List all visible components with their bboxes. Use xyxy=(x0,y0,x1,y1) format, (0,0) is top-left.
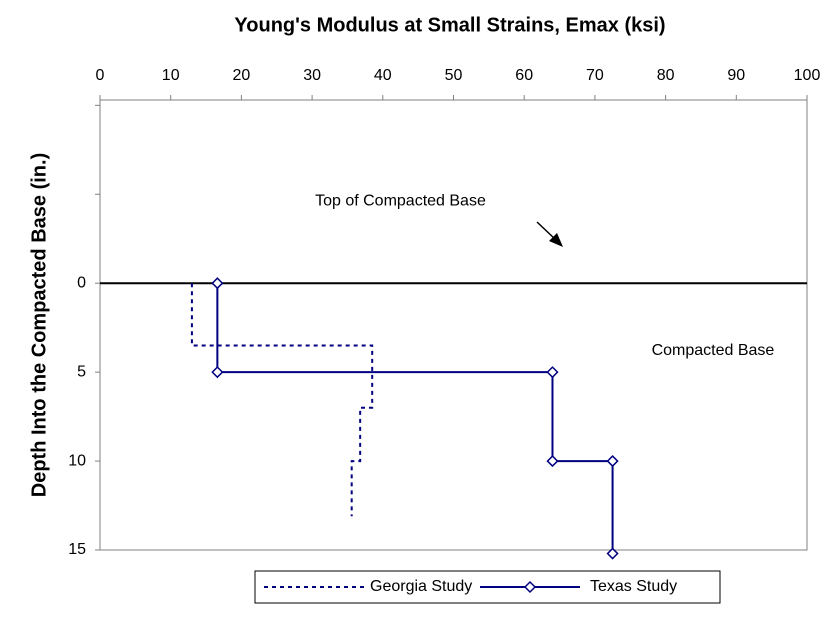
y-tick-label: 10 xyxy=(68,452,86,469)
marker xyxy=(211,366,224,379)
x-tick-label: 90 xyxy=(727,67,745,84)
y-axis-label: Depth Into the Compacted Base (in.) xyxy=(28,153,50,497)
marker xyxy=(606,455,619,468)
legend-label: Georgia Study xyxy=(370,578,472,595)
x-tick-label: 0 xyxy=(96,67,105,84)
x-tick-label: 80 xyxy=(657,67,675,84)
series-line xyxy=(216,283,614,554)
annotation-arrowhead xyxy=(549,233,563,247)
y-tick-label: 15 xyxy=(68,541,86,558)
series-line xyxy=(190,283,374,517)
chart-title: Young's Modulus at Small Strains, Emax (… xyxy=(234,14,665,36)
legend-marker xyxy=(523,580,537,594)
marker xyxy=(606,547,619,560)
x-tick-label: 40 xyxy=(374,67,392,84)
x-tick-label: 100 xyxy=(794,67,821,84)
marker xyxy=(546,455,559,468)
legend-label: Texas Study xyxy=(590,578,677,595)
x-tick-label: 50 xyxy=(445,67,463,84)
annotation: Compacted Base xyxy=(652,342,775,359)
x-tick-label: 30 xyxy=(303,67,321,84)
y-tick-label: 0 xyxy=(77,274,86,291)
annotation: Top of Compacted Base xyxy=(315,193,486,210)
marker xyxy=(546,366,559,379)
x-tick-label: 60 xyxy=(515,67,533,84)
plot-frame xyxy=(99,99,808,551)
marker xyxy=(211,277,224,290)
annotation-arrow xyxy=(536,221,557,241)
x-tick-label: 70 xyxy=(586,67,604,84)
y-tick-label: 5 xyxy=(77,363,86,380)
x-tick-label: 20 xyxy=(233,67,251,84)
x-tick-label: 10 xyxy=(162,67,180,84)
